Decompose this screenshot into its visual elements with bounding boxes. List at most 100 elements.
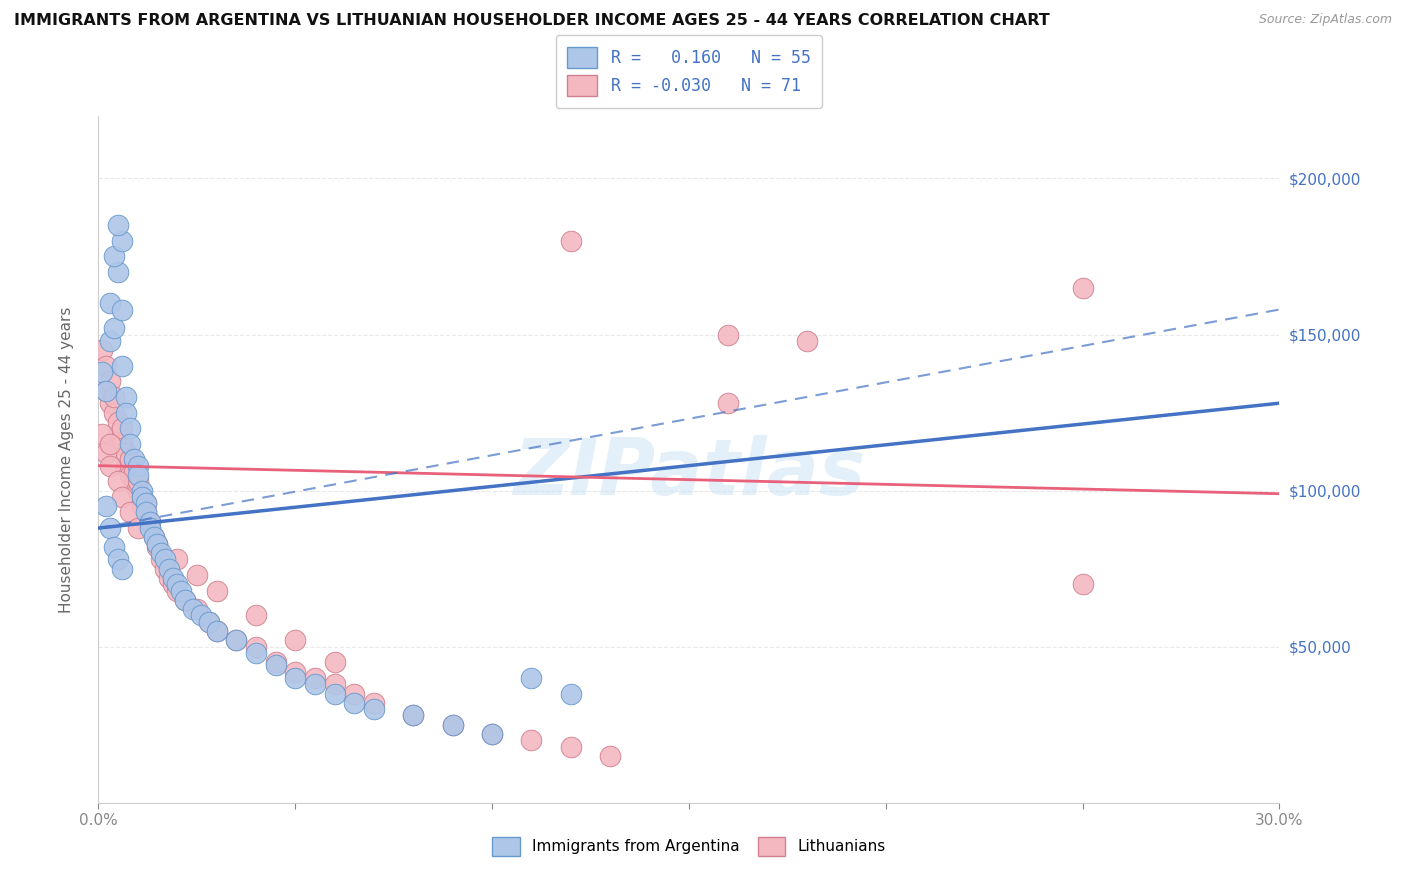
Point	[225, 633, 247, 648]
Legend: Immigrants from Argentina, Lithuanians: Immigrants from Argentina, Lithuanians	[485, 829, 893, 863]
Point	[127, 521, 149, 535]
Point	[131, 490, 153, 504]
Point	[118, 436, 141, 450]
Point	[98, 436, 121, 450]
Point	[205, 624, 228, 639]
Point	[157, 562, 180, 576]
Point	[122, 477, 145, 491]
Point	[111, 436, 134, 450]
Point	[205, 583, 228, 598]
Text: Source: ZipAtlas.com: Source: ZipAtlas.com	[1258, 13, 1392, 27]
Point	[96, 384, 118, 398]
Point	[98, 521, 121, 535]
Point	[111, 234, 134, 248]
Point	[146, 536, 169, 550]
Point	[138, 515, 160, 529]
Point	[150, 546, 173, 560]
Point	[186, 602, 208, 616]
Point	[107, 415, 129, 429]
Point	[1071, 577, 1094, 591]
Point	[115, 446, 138, 460]
Point	[115, 405, 138, 420]
Point	[284, 633, 307, 648]
Point	[162, 571, 184, 585]
Point	[146, 540, 169, 554]
Point	[197, 615, 219, 629]
Point	[118, 467, 141, 482]
Point	[142, 530, 165, 544]
Point	[98, 396, 121, 410]
Text: ZIPatlas: ZIPatlas	[513, 435, 865, 511]
Point	[138, 521, 160, 535]
Point	[157, 571, 180, 585]
Point	[135, 496, 157, 510]
Point	[304, 671, 326, 685]
Point	[402, 708, 425, 723]
Point	[111, 359, 134, 373]
Point	[107, 427, 129, 442]
Point	[107, 219, 129, 233]
Point	[166, 583, 188, 598]
Point	[127, 475, 149, 489]
Point	[264, 658, 287, 673]
Point	[91, 343, 114, 358]
Point	[135, 505, 157, 519]
Point	[481, 727, 503, 741]
Point	[103, 250, 125, 264]
Point	[122, 452, 145, 467]
Point	[115, 390, 138, 404]
Point	[441, 717, 464, 731]
Point	[96, 500, 118, 514]
Point	[98, 296, 121, 310]
Point	[402, 708, 425, 723]
Point	[118, 452, 141, 467]
Point	[323, 655, 346, 669]
Point	[245, 608, 267, 623]
Point	[1071, 281, 1094, 295]
Point	[205, 624, 228, 639]
Point	[150, 552, 173, 566]
Point	[170, 583, 193, 598]
Point	[98, 375, 121, 389]
Point	[98, 334, 121, 348]
Point	[796, 334, 818, 348]
Point	[441, 717, 464, 731]
Point	[107, 265, 129, 279]
Point	[138, 515, 160, 529]
Point	[343, 696, 366, 710]
Point	[127, 483, 149, 498]
Point	[96, 384, 118, 398]
Point	[155, 552, 177, 566]
Point	[186, 568, 208, 582]
Point	[264, 655, 287, 669]
Point	[111, 490, 134, 504]
Point	[520, 733, 543, 747]
Point	[245, 640, 267, 654]
Point	[127, 467, 149, 482]
Point	[284, 671, 307, 685]
Point	[131, 483, 153, 498]
Point	[146, 536, 169, 550]
Point	[98, 458, 121, 473]
Point	[363, 702, 385, 716]
Point	[323, 687, 346, 701]
Point	[560, 234, 582, 248]
Point	[107, 475, 129, 489]
Point	[197, 615, 219, 629]
Y-axis label: Householder Income Ages 25 - 44 years: Householder Income Ages 25 - 44 years	[59, 306, 75, 613]
Point	[717, 396, 740, 410]
Point	[131, 490, 153, 504]
Point	[115, 458, 138, 473]
Point	[111, 562, 134, 576]
Point	[520, 671, 543, 685]
Point	[155, 562, 177, 576]
Point	[96, 359, 118, 373]
Point	[103, 405, 125, 420]
Point	[284, 665, 307, 679]
Point	[122, 465, 145, 479]
Point	[91, 365, 114, 379]
Point	[245, 646, 267, 660]
Point	[111, 302, 134, 317]
Point	[323, 677, 346, 691]
Point	[560, 739, 582, 754]
